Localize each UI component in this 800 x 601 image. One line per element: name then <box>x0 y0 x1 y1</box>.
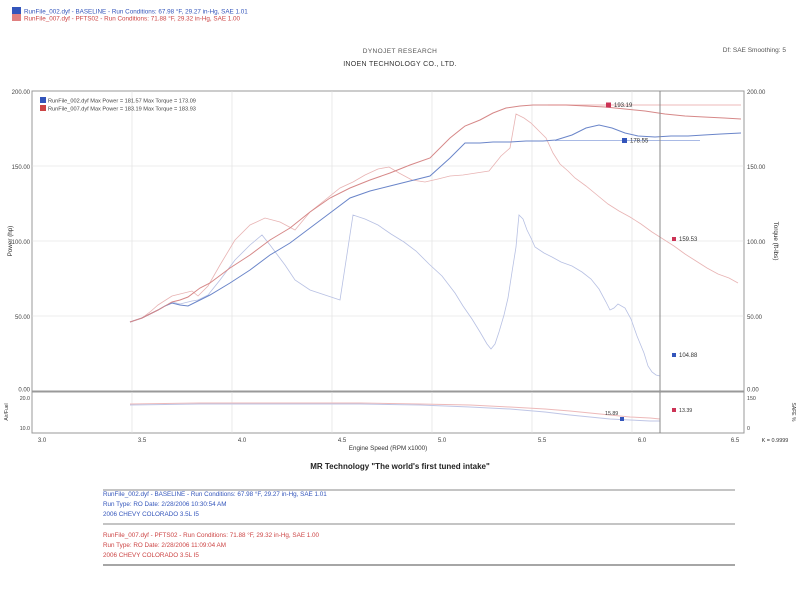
svg-text:2006 CHEVY COLORADO 3.5L I5: 2006 CHEVY COLORADO 3.5L I5 <box>103 552 199 559</box>
svg-text:150: 150 <box>747 396 756 402</box>
svg-text:Df: SAE Smoothing: 5: Df: SAE Smoothing: 5 <box>723 47 787 54</box>
svg-text:DYNOJET RESEARCH: DYNOJET RESEARCH <box>363 48 438 55</box>
svg-text:104.88: 104.88 <box>679 353 698 359</box>
svg-text:INOEN TECHNOLOGY CO., LTD.: INOEN TECHNOLOGY CO., LTD. <box>343 61 457 68</box>
svg-text:4.5: 4.5 <box>338 438 347 444</box>
svg-text:Run Type: RO Date: 2/28/2006: Run Type: RO Date: 2/28/2006 11:09:04 AM <box>103 542 226 549</box>
svg-text:K = 0.9999: K = 0.9999 <box>762 438 789 444</box>
svg-text:10.0: 10.0 <box>20 426 30 432</box>
svg-text:150.00: 150.00 <box>747 165 766 171</box>
svg-text:150.00: 150.00 <box>12 165 31 171</box>
svg-text:0: 0 <box>747 426 750 432</box>
svg-text:3.0: 3.0 <box>38 438 47 444</box>
svg-text:5.0: 5.0 <box>438 438 447 444</box>
svg-text:SAFE %: SAFE % <box>790 403 796 422</box>
svg-text:50.00: 50.00 <box>15 315 31 321</box>
svg-text:159.53: 159.53 <box>679 237 698 243</box>
svg-text:RunFile_002.dyf - BASELINE -: RunFile_002.dyf - BASELINE - Run Conditi… <box>103 490 327 498</box>
svg-text:50.00: 50.00 <box>747 315 763 321</box>
svg-text:0.00: 0.00 <box>18 388 30 394</box>
svg-text:13.39: 13.39 <box>679 408 692 414</box>
svg-text:200.00: 200.00 <box>12 90 31 96</box>
svg-text:Power (hp): Power (hp) <box>7 226 14 257</box>
svg-text:15.89: 15.89 <box>605 411 618 417</box>
svg-text:100.00: 100.00 <box>747 240 766 246</box>
svg-text:193.19: 193.19 <box>614 103 633 109</box>
svg-text:RunFile_007.dyf - PFTS02 - R: RunFile_007.dyf - PFTS02 - Run Condition… <box>24 15 241 23</box>
svg-text:178.55: 178.55 <box>630 139 649 145</box>
svg-text:RunFile_007.dyf - PFTS02 - R: RunFile_007.dyf - PFTS02 - Run Condition… <box>103 531 320 539</box>
svg-text:100.00: 100.00 <box>12 240 31 246</box>
svg-text:5.5: 5.5 <box>538 438 547 444</box>
svg-text:RunFile_007.dyf Max Power = 18: RunFile_007.dyf Max Power = 183.19 Max T… <box>48 107 196 113</box>
svg-text:Torque (ft-lbs): Torque (ft-lbs) <box>772 222 779 261</box>
svg-text:6.5: 6.5 <box>731 438 740 444</box>
svg-text:3.5: 3.5 <box>138 438 147 444</box>
svg-text:Run Type: RO Date: 2/28/2006: Run Type: RO Date: 2/28/2006 10:30:54 AM <box>103 501 226 508</box>
svg-text:RunFile_002.dyf Max Power = 18: RunFile_002.dyf Max Power = 181.57 Max T… <box>48 99 196 105</box>
svg-text:6.0: 6.0 <box>638 438 647 444</box>
svg-text:2006 CHEVY COLORADO 3.5L I5: 2006 CHEVY COLORADO 3.5L I5 <box>103 511 199 518</box>
svg-text:4.0: 4.0 <box>238 438 247 444</box>
svg-text:20.0: 20.0 <box>20 396 30 402</box>
svg-text:Air/Fuel: Air/Fuel <box>4 403 10 420</box>
svg-text:Engine Speed (RPM x1000): Engine Speed (RPM x1000) <box>349 445 427 452</box>
svg-text:200.00: 200.00 <box>747 90 766 96</box>
svg-text:RunFile_002.dyf - BASELINE -: RunFile_002.dyf - BASELINE - Run Conditi… <box>24 8 248 16</box>
svg-text:MR Technology "The world's fir: MR Technology "The world's first tuned i… <box>310 462 490 471</box>
svg-text:0.00: 0.00 <box>747 388 759 394</box>
